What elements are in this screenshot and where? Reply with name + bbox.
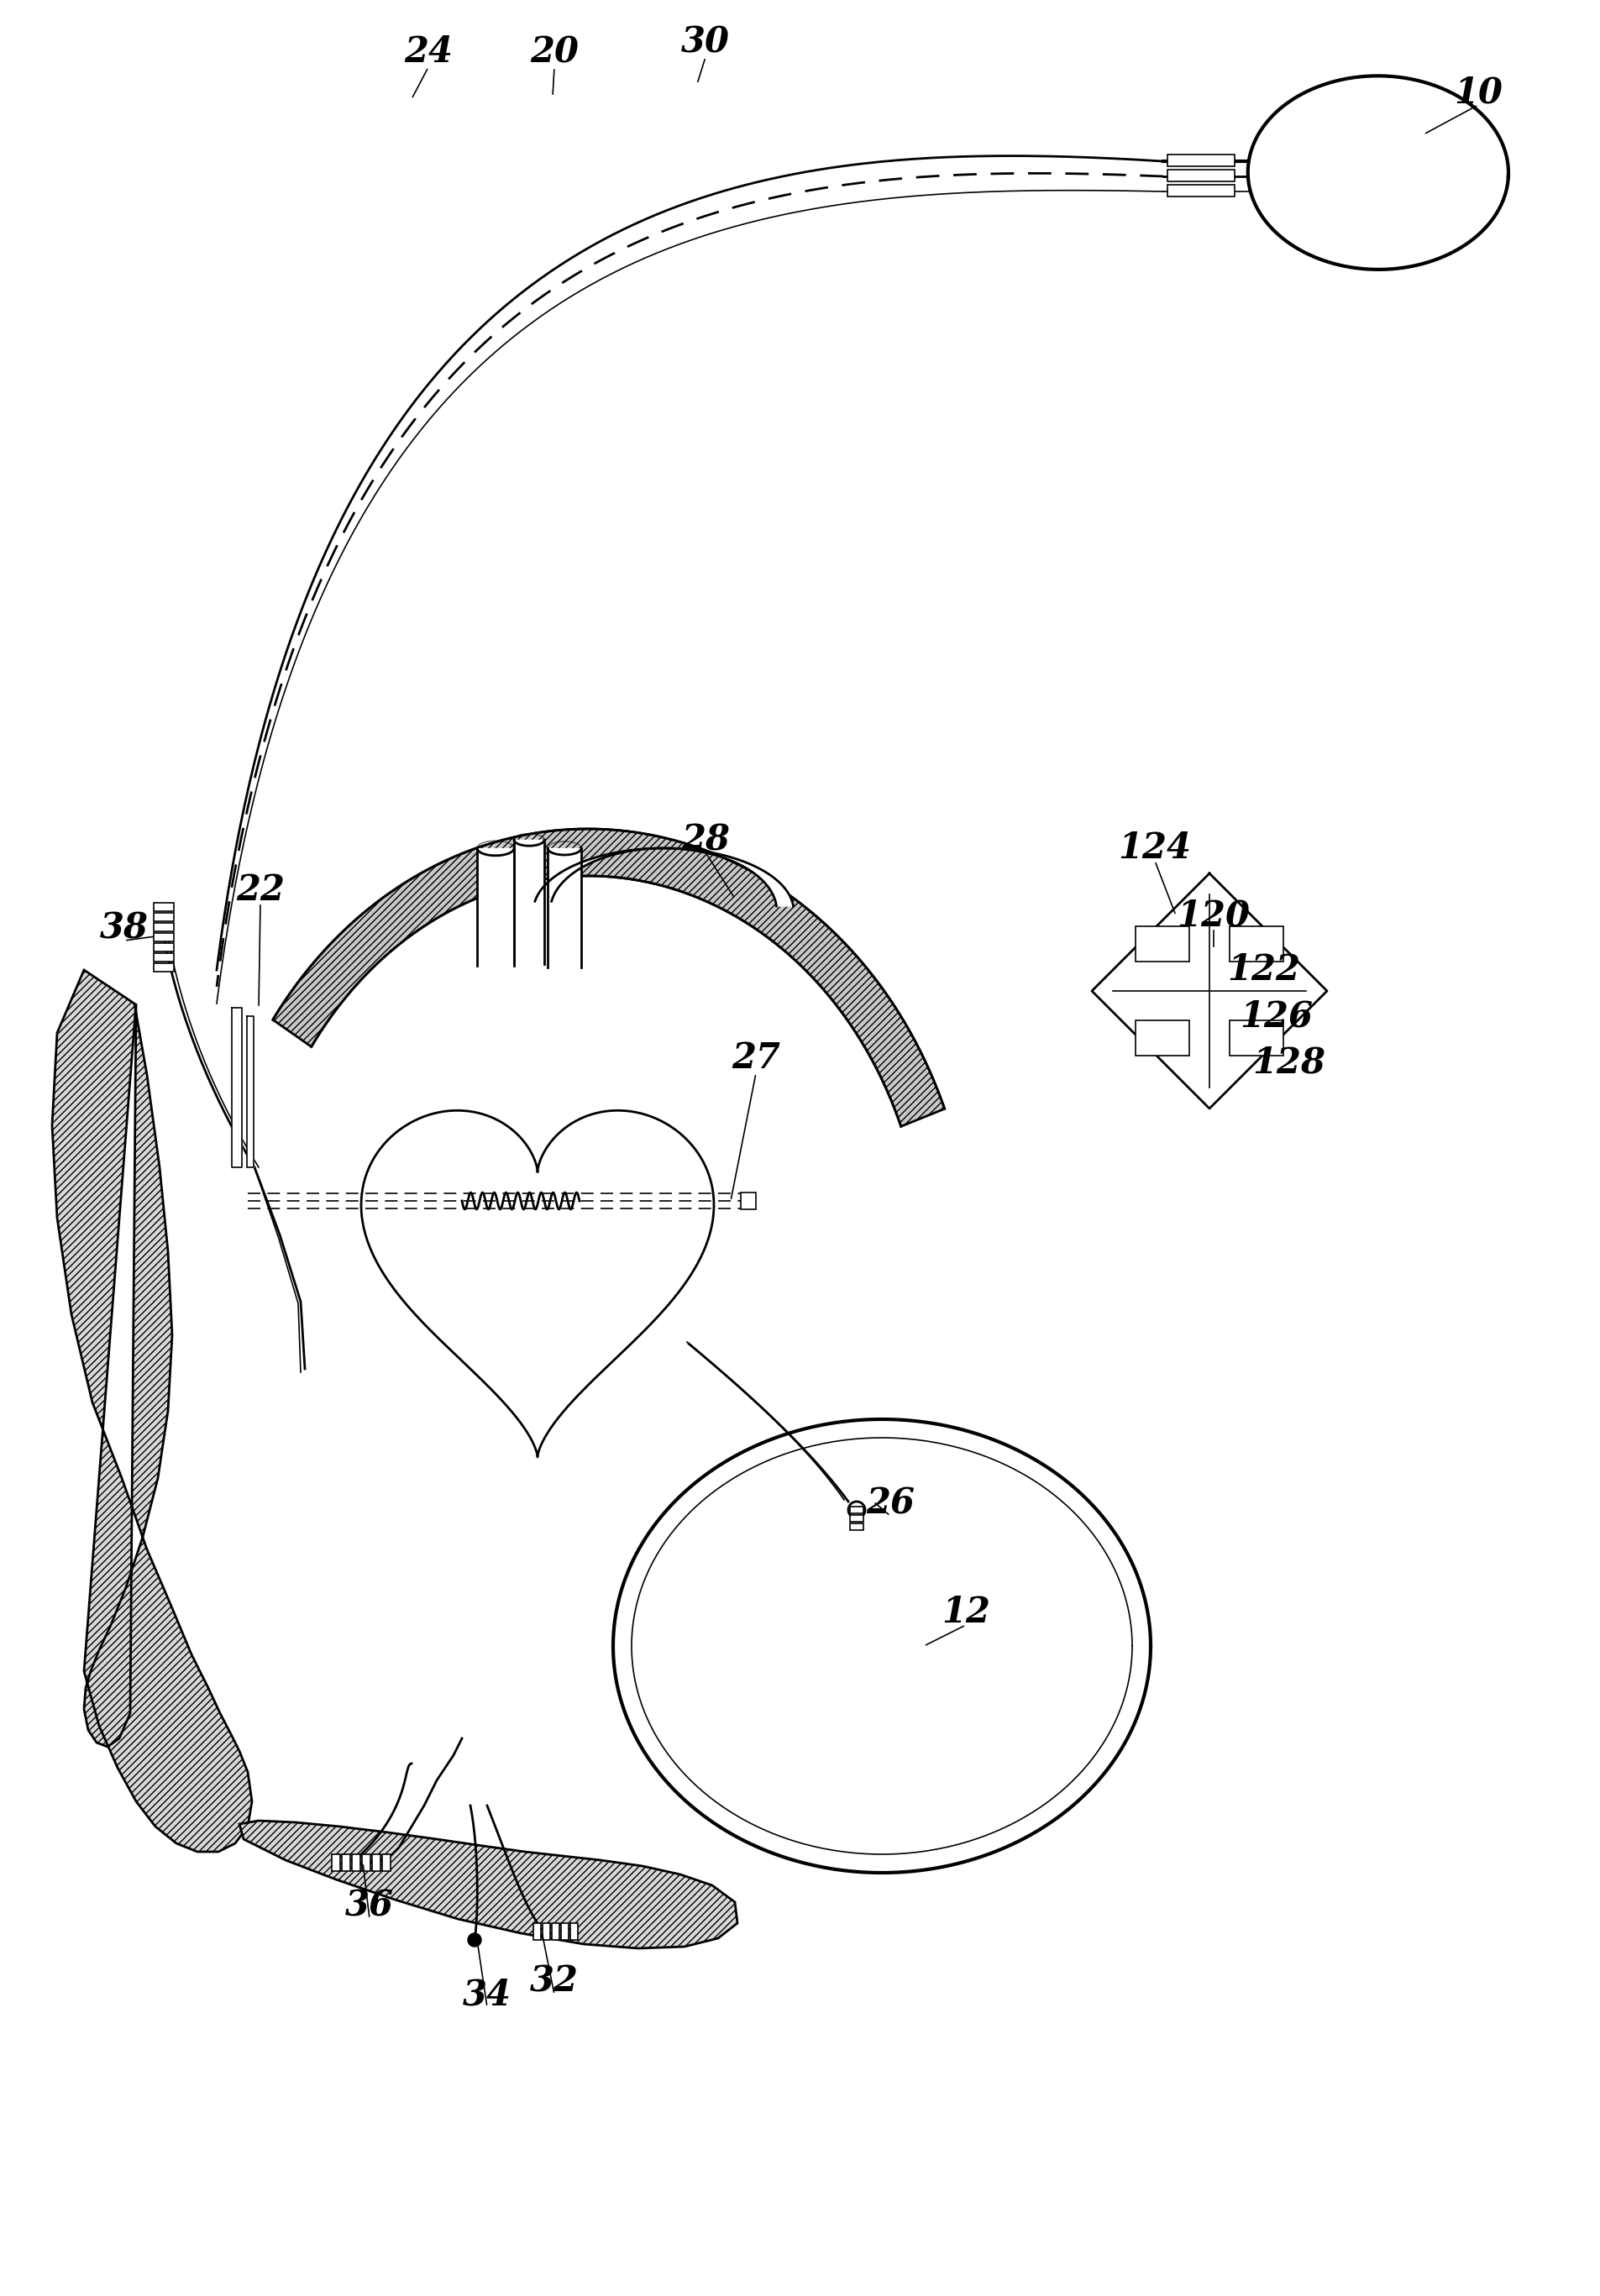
Bar [382, 1855, 390, 1871]
Text: 10: 10 [1454, 76, 1502, 110]
Bar [1168, 154, 1235, 165]
Polygon shape [1091, 872, 1326, 1109]
Text: 24: 24 [403, 34, 453, 69]
Bar [741, 1192, 755, 1210]
Polygon shape [240, 1821, 738, 1949]
Text: 22: 22 [237, 872, 285, 907]
Polygon shape [1248, 76, 1509, 269]
Bar [331, 1855, 341, 1871]
Bar [154, 923, 174, 932]
Bar [154, 944, 174, 951]
Text: 38: 38 [99, 909, 149, 946]
Text: 128: 128 [1253, 1045, 1326, 1079]
Text: 12: 12 [941, 1596, 990, 1630]
Bar [352, 1855, 360, 1871]
Text: 32: 32 [530, 1965, 579, 2000]
Text: 122: 122 [1227, 953, 1301, 987]
Bar [1168, 170, 1235, 181]
Text: 28: 28 [682, 822, 730, 856]
Bar [562, 1924, 568, 1940]
Bar [1136, 1019, 1189, 1056]
Bar [850, 1515, 864, 1522]
Polygon shape [477, 847, 514, 967]
Text: 36: 36 [346, 1890, 394, 1924]
Text: 26: 26 [866, 1486, 915, 1520]
Bar [570, 1924, 578, 1940]
Bar [154, 932, 174, 941]
Polygon shape [613, 1419, 1150, 1874]
Bar [850, 1522, 864, 1529]
Bar [342, 1855, 350, 1871]
Polygon shape [534, 847, 794, 907]
Circle shape [848, 1502, 866, 1518]
Bar [362, 1855, 370, 1871]
Bar [533, 1924, 541, 1940]
Polygon shape [274, 829, 944, 1127]
Bar [1136, 925, 1189, 962]
Circle shape [467, 1933, 482, 1947]
Bar [1230, 1019, 1283, 1056]
Polygon shape [547, 847, 581, 967]
Bar [154, 953, 174, 962]
Bar [1168, 184, 1235, 197]
Text: 124: 124 [1118, 831, 1192, 866]
Bar [373, 1855, 381, 1871]
Polygon shape [246, 1017, 254, 1166]
Bar [154, 902, 174, 912]
Text: 34: 34 [462, 1977, 512, 2011]
Bar [1230, 925, 1283, 962]
Bar [154, 914, 174, 921]
Text: 27: 27 [731, 1040, 781, 1077]
Bar [542, 1924, 550, 1940]
Polygon shape [232, 1008, 242, 1166]
Bar [154, 964, 174, 971]
Polygon shape [362, 1111, 714, 1458]
Text: 30: 30 [682, 25, 730, 60]
Polygon shape [514, 840, 544, 964]
Text: 120: 120 [1178, 898, 1250, 932]
Text: 126: 126 [1240, 999, 1314, 1033]
Bar [552, 1924, 560, 1940]
Text: 20: 20 [530, 34, 579, 69]
Polygon shape [53, 969, 251, 1853]
Bar [850, 1506, 864, 1513]
